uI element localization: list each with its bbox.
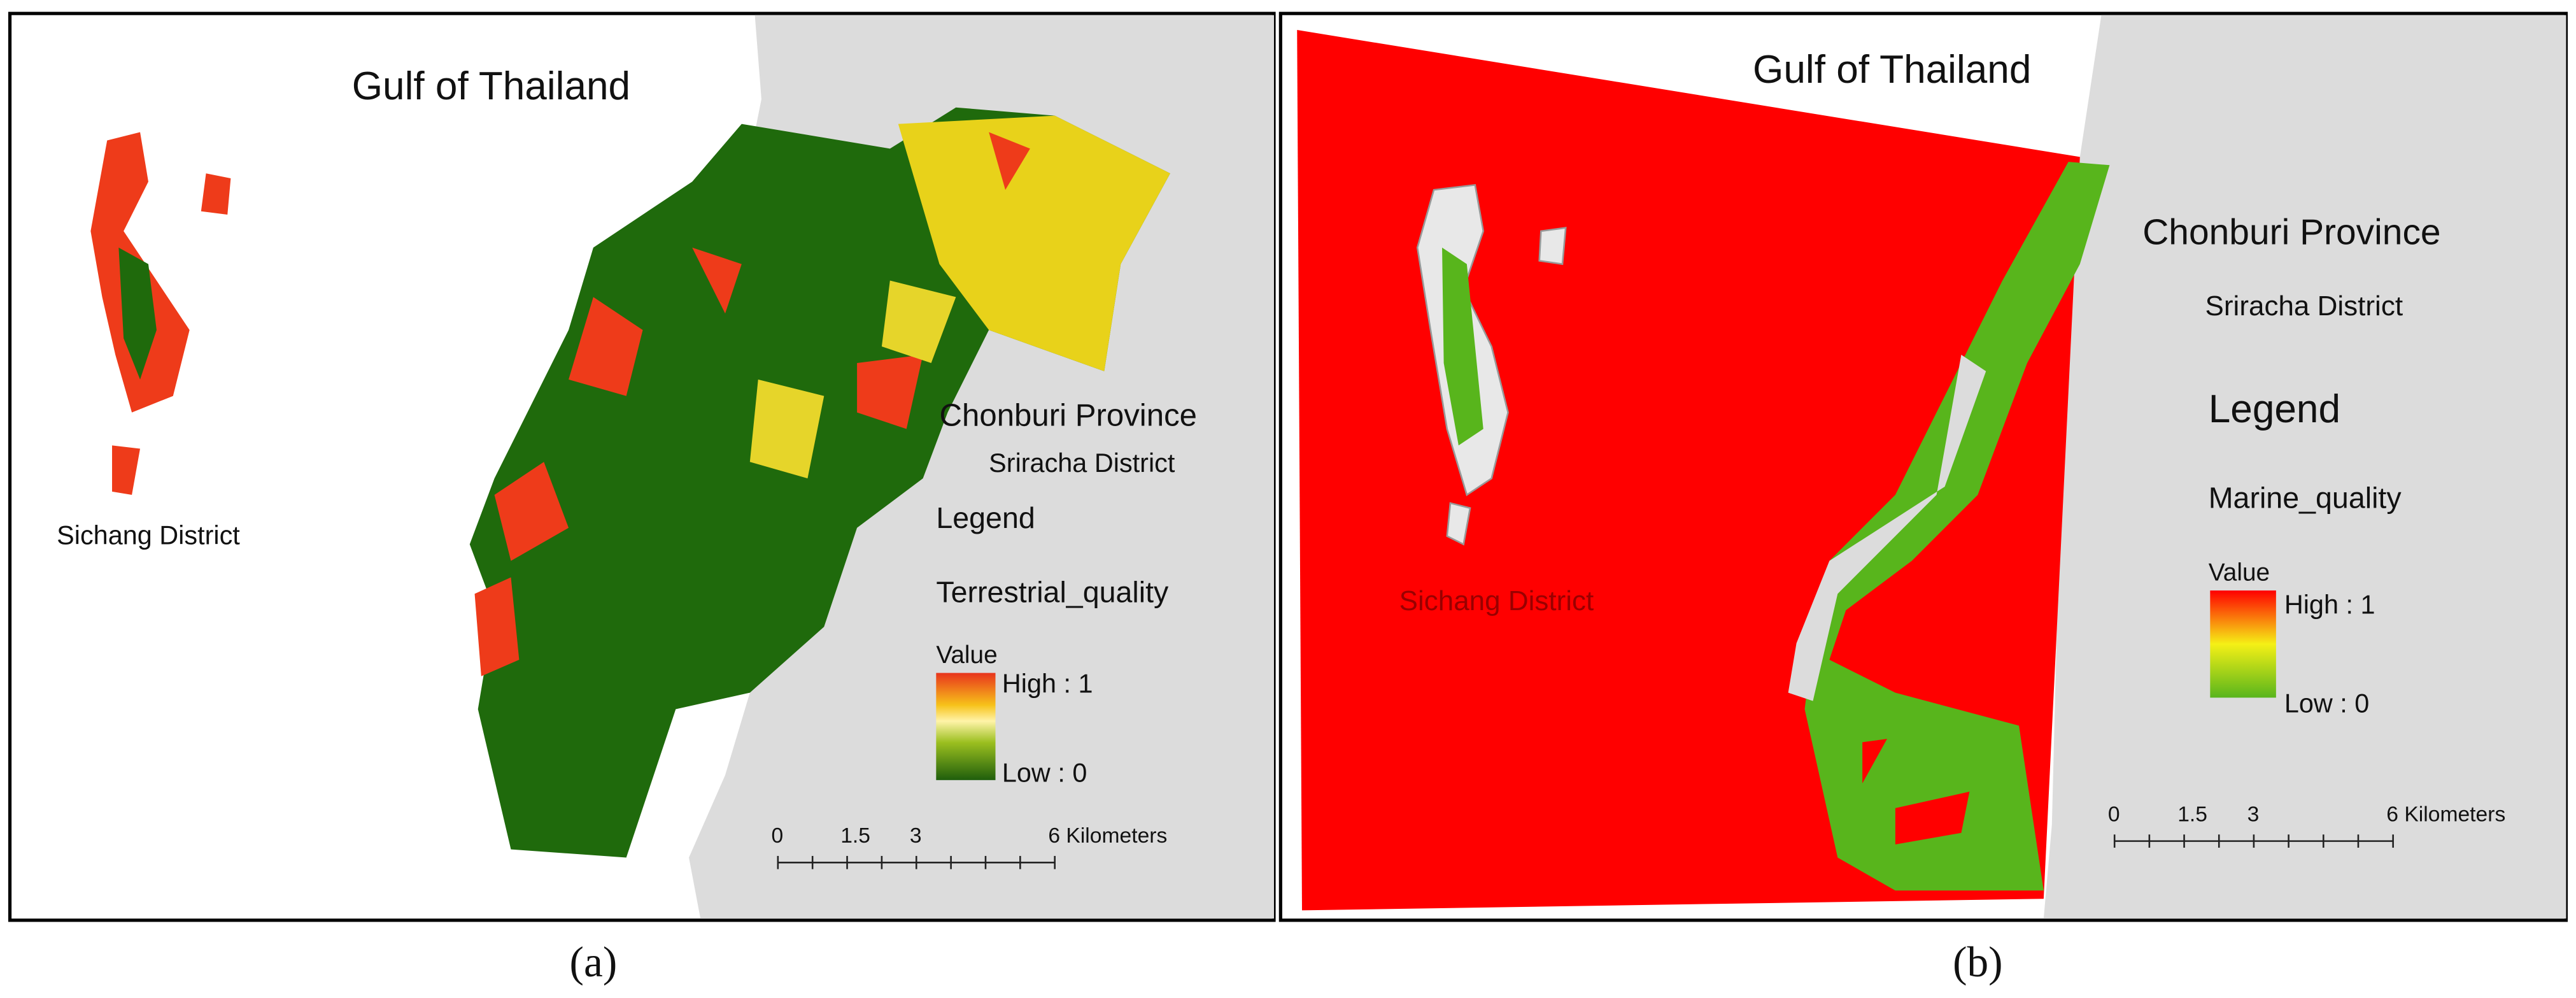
- district-label: Sriracha District: [2205, 290, 2403, 322]
- scale-label: 3: [2247, 803, 2260, 827]
- marine-area: [1862, 739, 1970, 845]
- panel-b: Gulf of Thailand Sichang District Chonbu…: [1278, 11, 2568, 986]
- island: [118, 247, 157, 380]
- scale-label: 1.5: [840, 824, 870, 848]
- district-area: [749, 280, 956, 479]
- legend-low: Low : 0: [2284, 689, 2370, 718]
- panel-caption: (a): [570, 938, 618, 986]
- value-label: Value: [936, 641, 997, 669]
- province-label: Chonburi Province: [2142, 212, 2440, 253]
- coastal-area: [1804, 162, 2110, 891]
- legend-ramp: [936, 673, 996, 780]
- scale-bar: 0 1.5 3 6 Kilometers: [771, 824, 1167, 869]
- scale-label: 1.5: [2177, 803, 2207, 827]
- district-area: [898, 115, 1170, 371]
- island: [1442, 247, 1483, 446]
- scale-label: 6 Kilometers: [2386, 803, 2505, 827]
- layer-name: Marine_quality: [2209, 481, 2402, 515]
- legend-high: High : 1: [2284, 590, 2375, 619]
- province-label: Chonburi Province: [940, 397, 1198, 432]
- legend-ramp: [2210, 590, 2276, 698]
- sea-label: Gulf of Thailand: [1753, 48, 2031, 92]
- land: [2043, 15, 2566, 919]
- land: [1788, 354, 1986, 701]
- panel-caption: (b): [1953, 938, 2002, 986]
- value-label: Value: [2209, 559, 2270, 587]
- island-label: Sichang District: [1399, 585, 1594, 617]
- legend-low: Low : 0: [1002, 758, 1087, 787]
- legend-title: Legend: [2209, 387, 2340, 431]
- legend-high: High : 1: [1002, 669, 1093, 699]
- scale-label: 6 Kilometers: [1048, 824, 1167, 848]
- scale-label: 0: [2108, 803, 2120, 827]
- district-label: Sriracha District: [989, 448, 1175, 478]
- scale-label: 0: [771, 824, 783, 848]
- legend-title: Legend: [936, 501, 1035, 534]
- scale-bar: 0 1.5 3 6 Kilometers: [2108, 803, 2505, 848]
- layer-name: Terrestrial_quality: [936, 575, 1169, 608]
- sea-label: Gulf of Thailand: [352, 64, 630, 108]
- island: [90, 132, 231, 495]
- island-label: Sichang District: [57, 521, 240, 550]
- scale-label: 3: [910, 824, 922, 848]
- panel-a: Gulf of Thailand Sichang District Chonbu…: [8, 11, 1276, 986]
